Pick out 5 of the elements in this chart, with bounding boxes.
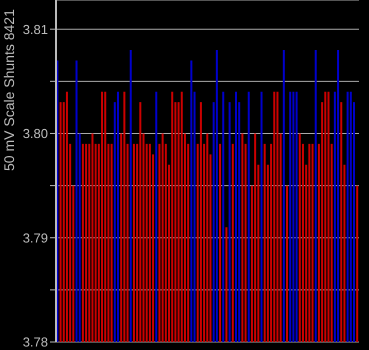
- y-tick-label: 3.80: [22, 126, 48, 142]
- y-tick-label: 3.81: [22, 22, 48, 37]
- y-tick-label: 3.78: [22, 334, 48, 350]
- y-axis-title: 50 mV Scale Shunts 8421: [0, 8, 17, 171]
- y-tick-label: 3.79: [22, 230, 48, 246]
